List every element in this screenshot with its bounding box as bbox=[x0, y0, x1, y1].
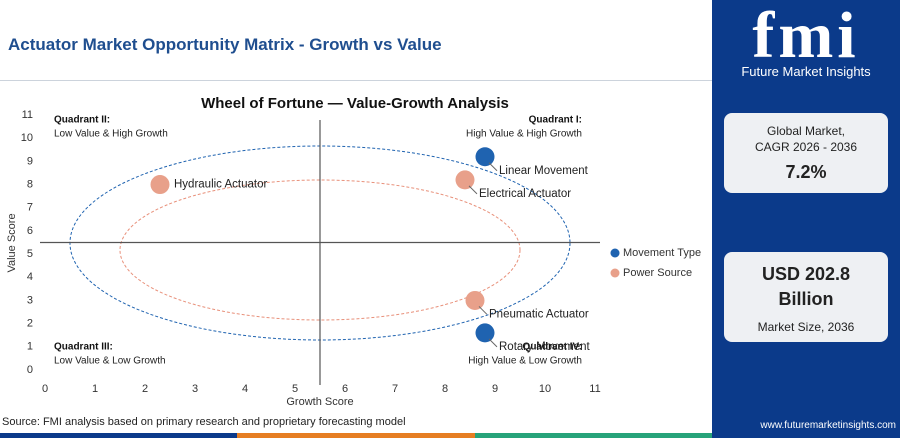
size-value: USD 202.8 bbox=[761, 264, 851, 284]
point bbox=[150, 175, 170, 195]
size-value: Billion bbox=[778, 289, 834, 309]
point-label: Electrical Actuator bbox=[479, 188, 571, 200]
label-leader bbox=[478, 306, 488, 315]
chart-title: Wheel of Fortune — Value-Growth Analysis bbox=[201, 95, 509, 112]
source: Source: FMI analysis based on primary re… bbox=[2, 416, 406, 428]
y-tick-label: 3 bbox=[27, 294, 33, 306]
cagr-label: CAGR 2026 - 2036 bbox=[754, 140, 858, 154]
x-tick-label: 8 bbox=[442, 383, 448, 395]
quadrant-text: Low Value & Low Growth bbox=[54, 356, 166, 367]
x-tick-label: 2 bbox=[142, 383, 148, 395]
x-axis-label: Growth Score bbox=[286, 396, 353, 408]
brand: Future Market Insights bbox=[741, 64, 871, 79]
y-tick-label: 4 bbox=[27, 271, 33, 283]
quadrant-title: Quadrant III: bbox=[54, 342, 113, 353]
side-panel: fmi Future Market Insights Global Market… bbox=[712, 0, 900, 438]
y-tick-label: 10 bbox=[21, 132, 33, 144]
x-tick-label: 9 bbox=[492, 383, 498, 395]
label-leader bbox=[488, 162, 498, 172]
legend-swatch bbox=[610, 248, 620, 258]
point-label: Pneumatic Actuator bbox=[489, 308, 589, 320]
quadrant-title: Quadrant I: bbox=[529, 115, 582, 126]
cagr-value: 7.2% bbox=[785, 162, 827, 182]
size-label: Market Size, 2036 bbox=[757, 320, 855, 334]
quadrant-text: Low Value & High Growth bbox=[54, 129, 168, 140]
point bbox=[465, 290, 485, 310]
quadrant-title: Quadrant II: bbox=[54, 115, 110, 126]
size-box: USD 202.8 Billion Market Size, 2036 bbox=[724, 252, 888, 342]
x-tick-label: 10 bbox=[539, 383, 551, 395]
point-label: Linear Movement bbox=[499, 165, 589, 177]
y-axis-label: Value Score bbox=[6, 213, 18, 272]
y-tick-label: 2 bbox=[27, 318, 33, 330]
x-tick-label: 5 bbox=[292, 383, 298, 395]
y-tick-label: 9 bbox=[27, 155, 33, 167]
label-leader bbox=[468, 185, 478, 195]
logo: fmi bbox=[752, 0, 860, 72]
quadrant-title: Quadrant IV: bbox=[523, 342, 582, 353]
website: www.futuremarketinsights.com bbox=[760, 420, 896, 431]
y-tick-label: 8 bbox=[27, 178, 33, 190]
x-tick-label: 6 bbox=[342, 383, 348, 395]
quadrant-text: High Value & Low Growth bbox=[468, 356, 582, 367]
legend-label: Power Source bbox=[623, 267, 692, 279]
chart: Wheel of Fortune — Value-Growth Analysis… bbox=[6, 95, 701, 408]
point bbox=[475, 323, 495, 343]
y-tick-label: 5 bbox=[27, 248, 33, 260]
ellipse-inner bbox=[119, 179, 521, 321]
x-tick-label: 1 bbox=[92, 383, 98, 395]
label-leader bbox=[488, 338, 498, 348]
y-tick-label: 0 bbox=[27, 364, 33, 376]
cagr-box: Global Market, CAGR 2026 - 2036 7.2% bbox=[724, 113, 888, 193]
footer-bar bbox=[0, 433, 712, 438]
x-tick-label: 11 bbox=[589, 383, 600, 395]
page-title: Actuator Market Opportunity Matrix - Gro… bbox=[8, 35, 442, 54]
legend-swatch bbox=[610, 268, 620, 278]
x-tick-label: 7 bbox=[392, 383, 398, 395]
cagr-label: Global Market, bbox=[766, 124, 846, 138]
point-label: Hydraulic Actuator bbox=[174, 179, 267, 191]
legend-label: Movement Type bbox=[623, 247, 701, 259]
x-tick-label: 3 bbox=[192, 383, 198, 395]
point-label: Rotary Movement bbox=[499, 341, 591, 353]
y-tick-label: 1 bbox=[27, 341, 33, 353]
quadrant-text: High Value & High Growth bbox=[466, 129, 582, 140]
y-tick-label: 6 bbox=[27, 225, 33, 237]
point bbox=[475, 147, 495, 167]
y-tick-label: 11 bbox=[22, 109, 33, 121]
x-tick-label: 4 bbox=[242, 383, 248, 395]
y-tick-label: 7 bbox=[27, 202, 33, 214]
x-tick-label: 0 bbox=[42, 383, 48, 395]
point bbox=[455, 170, 475, 190]
header-rule bbox=[0, 80, 712, 81]
